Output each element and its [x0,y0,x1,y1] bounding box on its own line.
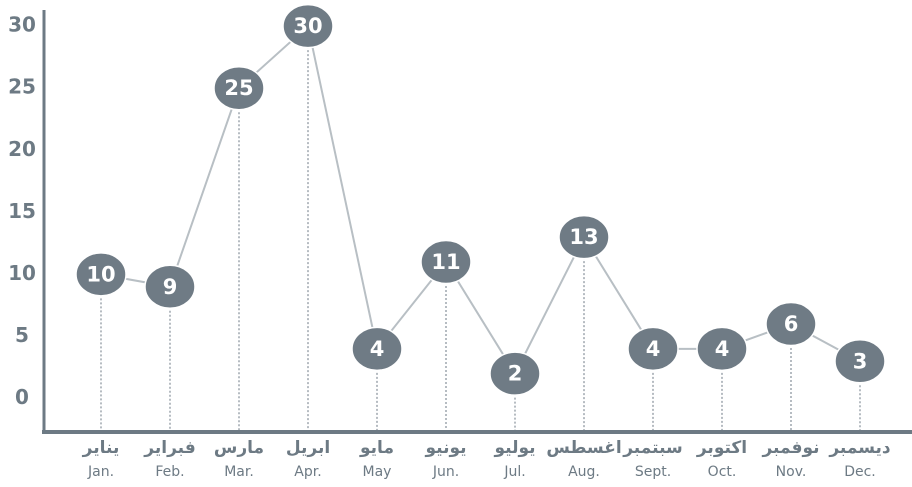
y-tick-label: 25 [8,75,36,99]
x-tick-label-arabic: يناير [82,438,120,458]
x-tick-label-arabic: مارس [214,438,264,458]
marker [765,301,817,347]
x-tick-label: Jan. [87,464,114,480]
x-tick-label: Jun. [432,464,459,480]
marker [558,214,610,260]
data-line [100,24,861,376]
y-tick-label: 30 [8,13,36,37]
marker [627,326,679,372]
y-tick-label: 5 [15,323,29,347]
x-tick-label-arabic: اكتوبر [696,438,747,458]
marker [282,3,334,49]
data-label: 2 [508,362,523,386]
marker [696,326,748,372]
y-tick-label: 10 [8,261,36,285]
data-label: 9 [163,275,178,299]
marker [75,252,127,297]
data-label: 4 [715,337,730,361]
y-tick-label: 0 [15,385,29,409]
marker [834,339,886,384]
data-label: 4 [646,337,661,361]
x-tick-label: Feb. [155,464,184,480]
x-tick-label: May [363,464,392,480]
x-tick-label: Jul. [503,464,525,480]
y-tick-label: 20 [8,137,36,161]
marker [351,326,403,372]
x-tick-label-arabic: نوفمبر [761,438,819,458]
data-label: 11 [431,250,460,274]
x-tick-label-arabic: ابريل [286,438,330,458]
x-tick-label: Sept. [635,464,671,480]
x-tick-label: Oct. [708,464,737,480]
x-tick-label-arabic: فبراير [143,438,195,458]
data-label: 25 [224,76,253,100]
x-tick-label-arabic: اغسطس [546,438,621,458]
data-label: 6 [784,312,799,336]
marker [489,351,541,396]
x-tick-label-arabic: ديسمبر [828,438,891,458]
x-tick-label-arabic: مايو [359,438,394,458]
data-label: 30 [293,14,322,38]
data-label: 10 [86,262,115,286]
data-label: 4 [370,337,385,361]
x-tick-label: Dec. [844,464,876,480]
x-tick-label: Mar. [224,464,254,480]
x-tick-label-arabic: يونيو [424,438,466,458]
marker [144,264,196,310]
x-tick-label-arabic: يوليو [493,438,535,458]
data-label: 3 [853,349,868,373]
x-tick-label: Aug. [568,464,600,480]
y-tick-label: 15 [8,199,36,223]
x-tick-label: Apr. [294,464,321,480]
x-tick-label: Nov. [776,464,807,480]
x-tick-label-arabic: سبتمبر [622,438,683,458]
marker [420,239,472,285]
data-label: 13 [569,225,598,249]
marker [213,65,265,111]
